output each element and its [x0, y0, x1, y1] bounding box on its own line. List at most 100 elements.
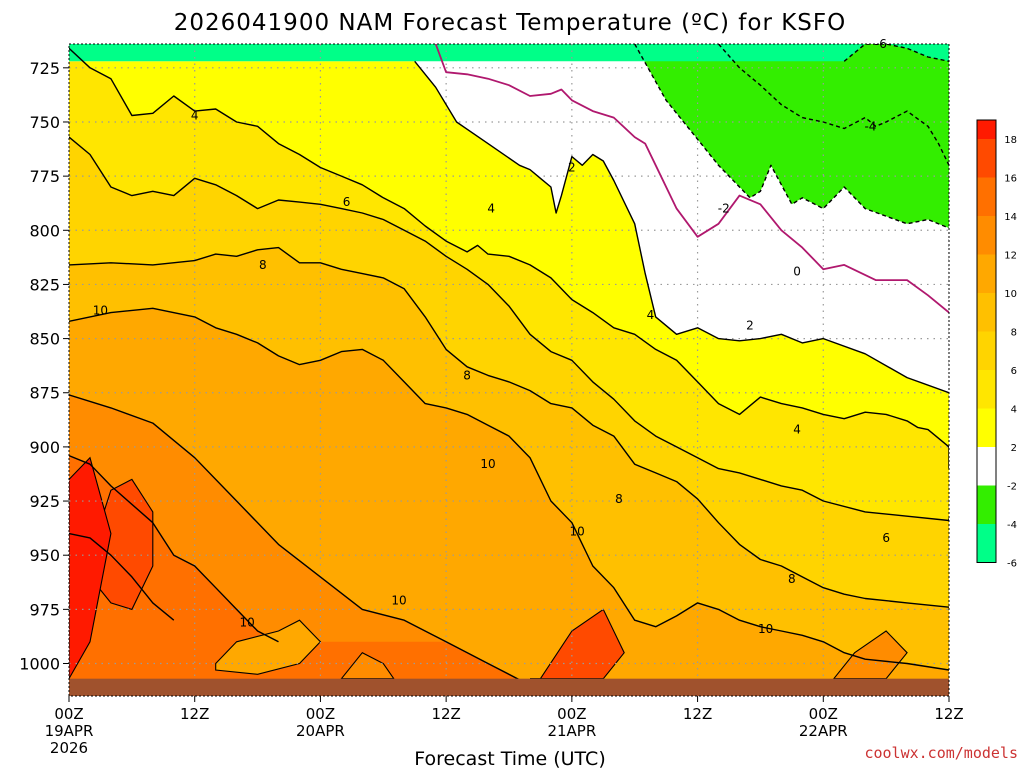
plot-frame: [68, 43, 950, 697]
x-tick-label: 00Z: [54, 705, 83, 723]
x-tick-label: 00Z: [809, 705, 838, 723]
isotherm-0: [434, 44, 949, 314]
contour-label: 8: [463, 368, 471, 382]
y-tick-label: 750: [29, 113, 60, 132]
contour-label: 8: [615, 492, 623, 506]
isotherm-14: [69, 454, 279, 643]
y-tick-label: 925: [29, 492, 60, 511]
y-tick-label: 850: [29, 330, 60, 349]
colorbar-label: 12: [1004, 251, 1017, 262]
y-tick-label: 950: [29, 546, 60, 565]
x-axis-label: Forecast Time (UTC): [414, 748, 605, 768]
x-tick-label: 00Z: [306, 705, 335, 723]
colorbar-label: 18: [1004, 135, 1017, 146]
y-axis: 725 750 775 800 825 850 875 900 925 950 975 1000: [19, 59, 69, 674]
y-tick-label: 875: [29, 384, 60, 403]
colorbar-swatch: [977, 447, 996, 486]
x-tick-label: 12Z: [934, 705, 963, 723]
isotherm--4: [717, 44, 949, 166]
y-tick-label: 1000: [19, 655, 60, 674]
isotherm-10: [69, 307, 949, 671]
y-tick-label: 725: [29, 59, 60, 78]
contour-label: 10: [758, 622, 773, 636]
contour-label: -4: [864, 119, 876, 133]
colorbar-swatch: [977, 254, 996, 293]
x-tick-date: 21APR: [547, 722, 596, 740]
fill-above--2: [69, 44, 949, 229]
contour-label: 8: [788, 572, 796, 586]
colorbar-swatch: [977, 408, 996, 447]
contour-label: 10: [569, 524, 584, 538]
colorbar-swatch: [977, 216, 996, 255]
colorbar-swatch: [977, 524, 996, 563]
colorbar-label: -4: [1007, 520, 1017, 531]
x-tick-label: 00Z: [557, 705, 586, 723]
warm-pocket: [69, 456, 112, 680]
colorbar-swatch: [977, 331, 996, 370]
x-tick-date: 19APR: [45, 722, 94, 740]
colorbar-swatch: [977, 293, 996, 332]
colorbar-label: 6: [1011, 366, 1017, 377]
colorbar-label: 4: [1011, 405, 1017, 416]
chart-title: 2026041900 NAM Forecast Temperature (ºC)…: [174, 10, 846, 36]
isotherms: [69, 44, 949, 686]
colorbar-label: 16: [1004, 174, 1017, 185]
colorbar-swatch: [977, 177, 996, 216]
contour-label: 10: [239, 615, 254, 629]
colorbar-frame: [976, 119, 997, 563]
colorbar: 18 16 14 12 10 8 6 4 2 -2 -4 -6: [976, 119, 1017, 570]
colorbar-label: 10: [1004, 289, 1017, 300]
colorbar-label: -2: [1007, 482, 1017, 493]
grid-lines: [69, 44, 949, 696]
isotherm-8: [69, 246, 949, 608]
colorbar-label: 2: [1011, 443, 1017, 454]
x-tick-date: 22APR: [799, 722, 848, 740]
credit-text: coolwx.com/models: [864, 744, 1018, 762]
x-tick-label: 12Z: [431, 705, 460, 723]
contour-labels: 4 6 8 10 2 4 8 10 8 10 10 10 4 2 4 0 -2 -4 -6 6 8 10: [93, 37, 890, 636]
warm-pocket: [215, 619, 322, 675]
y-tick-label: 800: [29, 221, 60, 240]
y-tick-label: 825: [29, 275, 60, 294]
x-tick-date: 20APR: [296, 722, 345, 740]
temperature-fills: [69, 44, 949, 696]
isotherm--6: [843, 44, 949, 62]
isotherm-16: [69, 532, 175, 621]
contour-label: 4: [487, 202, 495, 216]
contour-label: 10: [391, 594, 406, 608]
colorbar-label: 8: [1011, 328, 1017, 339]
isotherm-2: [414, 60, 949, 394]
contour-label: -2: [718, 202, 730, 216]
colorbar-label: 14: [1004, 212, 1017, 223]
fill-above--6: [69, 44, 949, 62]
colorbar-swatch: [977, 120, 996, 139]
contour-label: -6: [875, 37, 887, 51]
y-tick-label: 975: [29, 600, 60, 619]
plot-area: [69, 44, 949, 696]
contour-label: 4: [191, 108, 199, 122]
contour-label: 6: [882, 531, 890, 545]
colorbar-swatch: [977, 139, 996, 178]
contour-label: 4: [793, 423, 801, 437]
y-tick-label: 775: [29, 167, 60, 186]
contour-label: 4: [647, 308, 655, 322]
x-tick-label: 12Z: [683, 705, 712, 723]
x-tick-label: 12Z: [180, 705, 209, 723]
colorbar-swatch: [977, 485, 996, 524]
colorbar-swatch: [977, 370, 996, 409]
contour-label: 6: [343, 195, 351, 209]
contour-label: 10: [93, 303, 108, 317]
contour-label: 2: [746, 319, 754, 333]
contour-label: 10: [480, 457, 495, 471]
isotherm-12: [69, 394, 531, 686]
colorbar-label: -6: [1007, 559, 1017, 570]
y-tick-label: 900: [29, 438, 60, 457]
x-tick-year: 2026: [50, 739, 88, 757]
contour-label: 8: [259, 258, 267, 272]
fill-above--4: [69, 44, 949, 166]
contour-label: 2: [568, 160, 576, 174]
ground-surface: [69, 678, 949, 696]
isotherm-4: [69, 47, 949, 469]
